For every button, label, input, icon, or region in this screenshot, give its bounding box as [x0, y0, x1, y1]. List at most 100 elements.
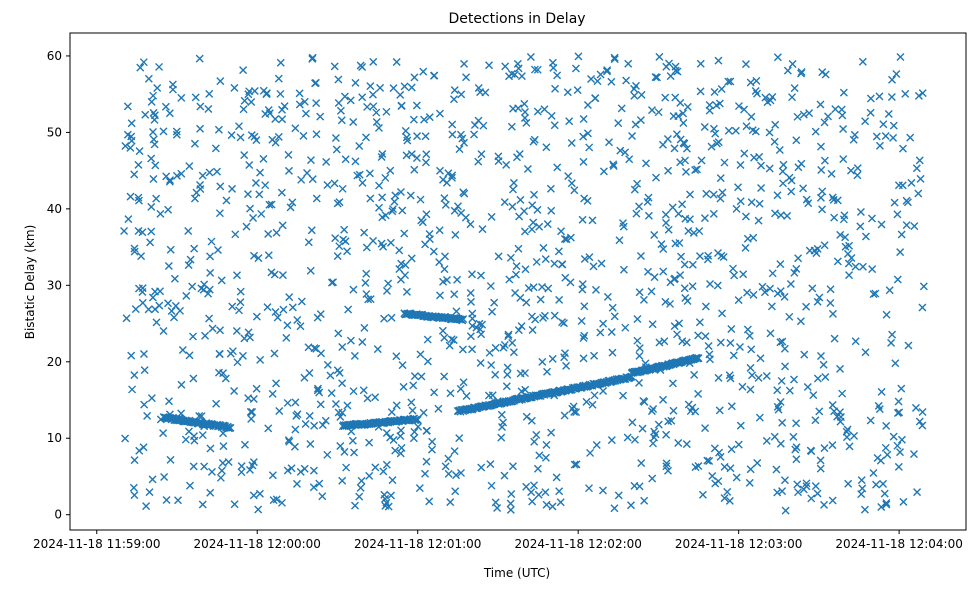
scatter-point: [790, 375, 799, 384]
scatter-point: [753, 459, 762, 468]
scatter-point: [174, 496, 183, 505]
scatter-point: [716, 174, 725, 183]
scatter-point: [619, 265, 628, 274]
scatter-point: [412, 101, 421, 110]
scatter-point: [650, 231, 659, 240]
scatter-point: [747, 198, 756, 207]
scatter-point: [727, 324, 736, 333]
y-tick-label-6: 60: [47, 49, 62, 63]
scatter-point: [688, 260, 697, 269]
scatter-point: [845, 271, 854, 280]
scatter-point: [400, 229, 409, 238]
scatter-point: [418, 218, 427, 227]
scatter-point: [663, 134, 672, 143]
scatter-point: [435, 226, 444, 235]
scatter-point: [736, 161, 745, 170]
scatter-point: [724, 126, 733, 135]
scatter-point: [147, 227, 156, 236]
scatter-point: [149, 108, 158, 117]
scatter-point: [754, 216, 763, 225]
scatter-point: [694, 354, 703, 363]
scatter-point: [470, 130, 479, 139]
scatter-point: [497, 433, 506, 442]
scatter-point: [533, 65, 542, 74]
scatter-point: [648, 106, 656, 115]
scatter-point: [216, 473, 225, 482]
x-tick-label-0: 2024-11-18 11:59:00: [33, 537, 160, 551]
scatter-point: [704, 342, 713, 351]
scatter-point: [521, 108, 530, 117]
scatter-point: [478, 320, 487, 329]
scatter-point: [586, 448, 595, 457]
scatter-point: [456, 384, 465, 393]
scatter-point: [342, 463, 351, 472]
scatter-point: [505, 72, 514, 81]
scatter-point: [477, 463, 486, 472]
scatter-point: [746, 78, 755, 87]
scatter-point: [570, 186, 579, 195]
scatter-point: [528, 201, 537, 210]
scatter-point: [799, 184, 808, 193]
scatter-point: [563, 88, 572, 97]
scatter-point: [366, 295, 375, 304]
scatter-point: [701, 302, 710, 311]
scatter-point: [880, 489, 889, 498]
scatter-point: [349, 387, 358, 396]
scatter-point: [288, 303, 297, 312]
scatter-point: [740, 105, 749, 114]
scatter-point: [889, 121, 898, 130]
scatter-point: [134, 160, 143, 169]
scatter-point: [189, 332, 197, 341]
scatter-point: [292, 411, 301, 420]
scatter-point: [505, 275, 514, 284]
scatter-point: [603, 66, 612, 75]
scatter-point: [786, 279, 795, 288]
scatter-point: [915, 156, 924, 165]
scatter-point: [449, 336, 458, 345]
scatter-point: [350, 448, 359, 457]
scatter-point: [845, 442, 854, 451]
scatter-point: [824, 112, 833, 121]
scatter-point: [566, 233, 575, 242]
scatter-points: [120, 52, 928, 515]
scatter-point: [478, 225, 487, 234]
scatter-point: [750, 153, 759, 162]
scatter-point: [856, 208, 865, 217]
scatter-point: [130, 247, 139, 256]
scatter-point: [291, 425, 300, 434]
scatter-point: [591, 285, 600, 294]
scatter-point: [430, 71, 439, 80]
scatter-point: [407, 254, 416, 263]
scatter-point: [323, 450, 332, 459]
scatter-point: [881, 132, 890, 141]
scatter-point: [356, 483, 365, 492]
scatter-point: [648, 320, 657, 329]
scatter-point: [836, 364, 845, 373]
x-tick-label-2: 2024-11-18 12:01:00: [354, 537, 481, 551]
scatter-point: [773, 488, 782, 497]
scatter-point: [623, 433, 632, 442]
scatter-point: [796, 317, 805, 326]
scatter-point: [756, 354, 765, 363]
scatter-point: [166, 455, 175, 464]
scatter-point: [830, 334, 839, 343]
scatter-point: [423, 357, 432, 366]
scatter-point: [277, 188, 286, 197]
scatter-point: [247, 131, 256, 140]
scatter-point: [331, 234, 340, 243]
scatter-point: [661, 210, 670, 219]
scatter-point: [540, 105, 549, 114]
scatter-point: [498, 423, 507, 431]
scatter-point: [351, 78, 360, 87]
scatter-point: [435, 109, 444, 118]
scatter-point: [392, 57, 401, 66]
scatter-point: [695, 227, 704, 236]
scatter-point: [528, 325, 537, 334]
scatter-point: [836, 230, 845, 239]
scatter-point: [895, 408, 904, 417]
scatter-point: [265, 200, 274, 209]
scatter-point: [582, 397, 591, 406]
y-tick-label-2: 20: [47, 355, 62, 369]
scatter-point: [793, 480, 802, 489]
scatter-point: [866, 416, 875, 425]
